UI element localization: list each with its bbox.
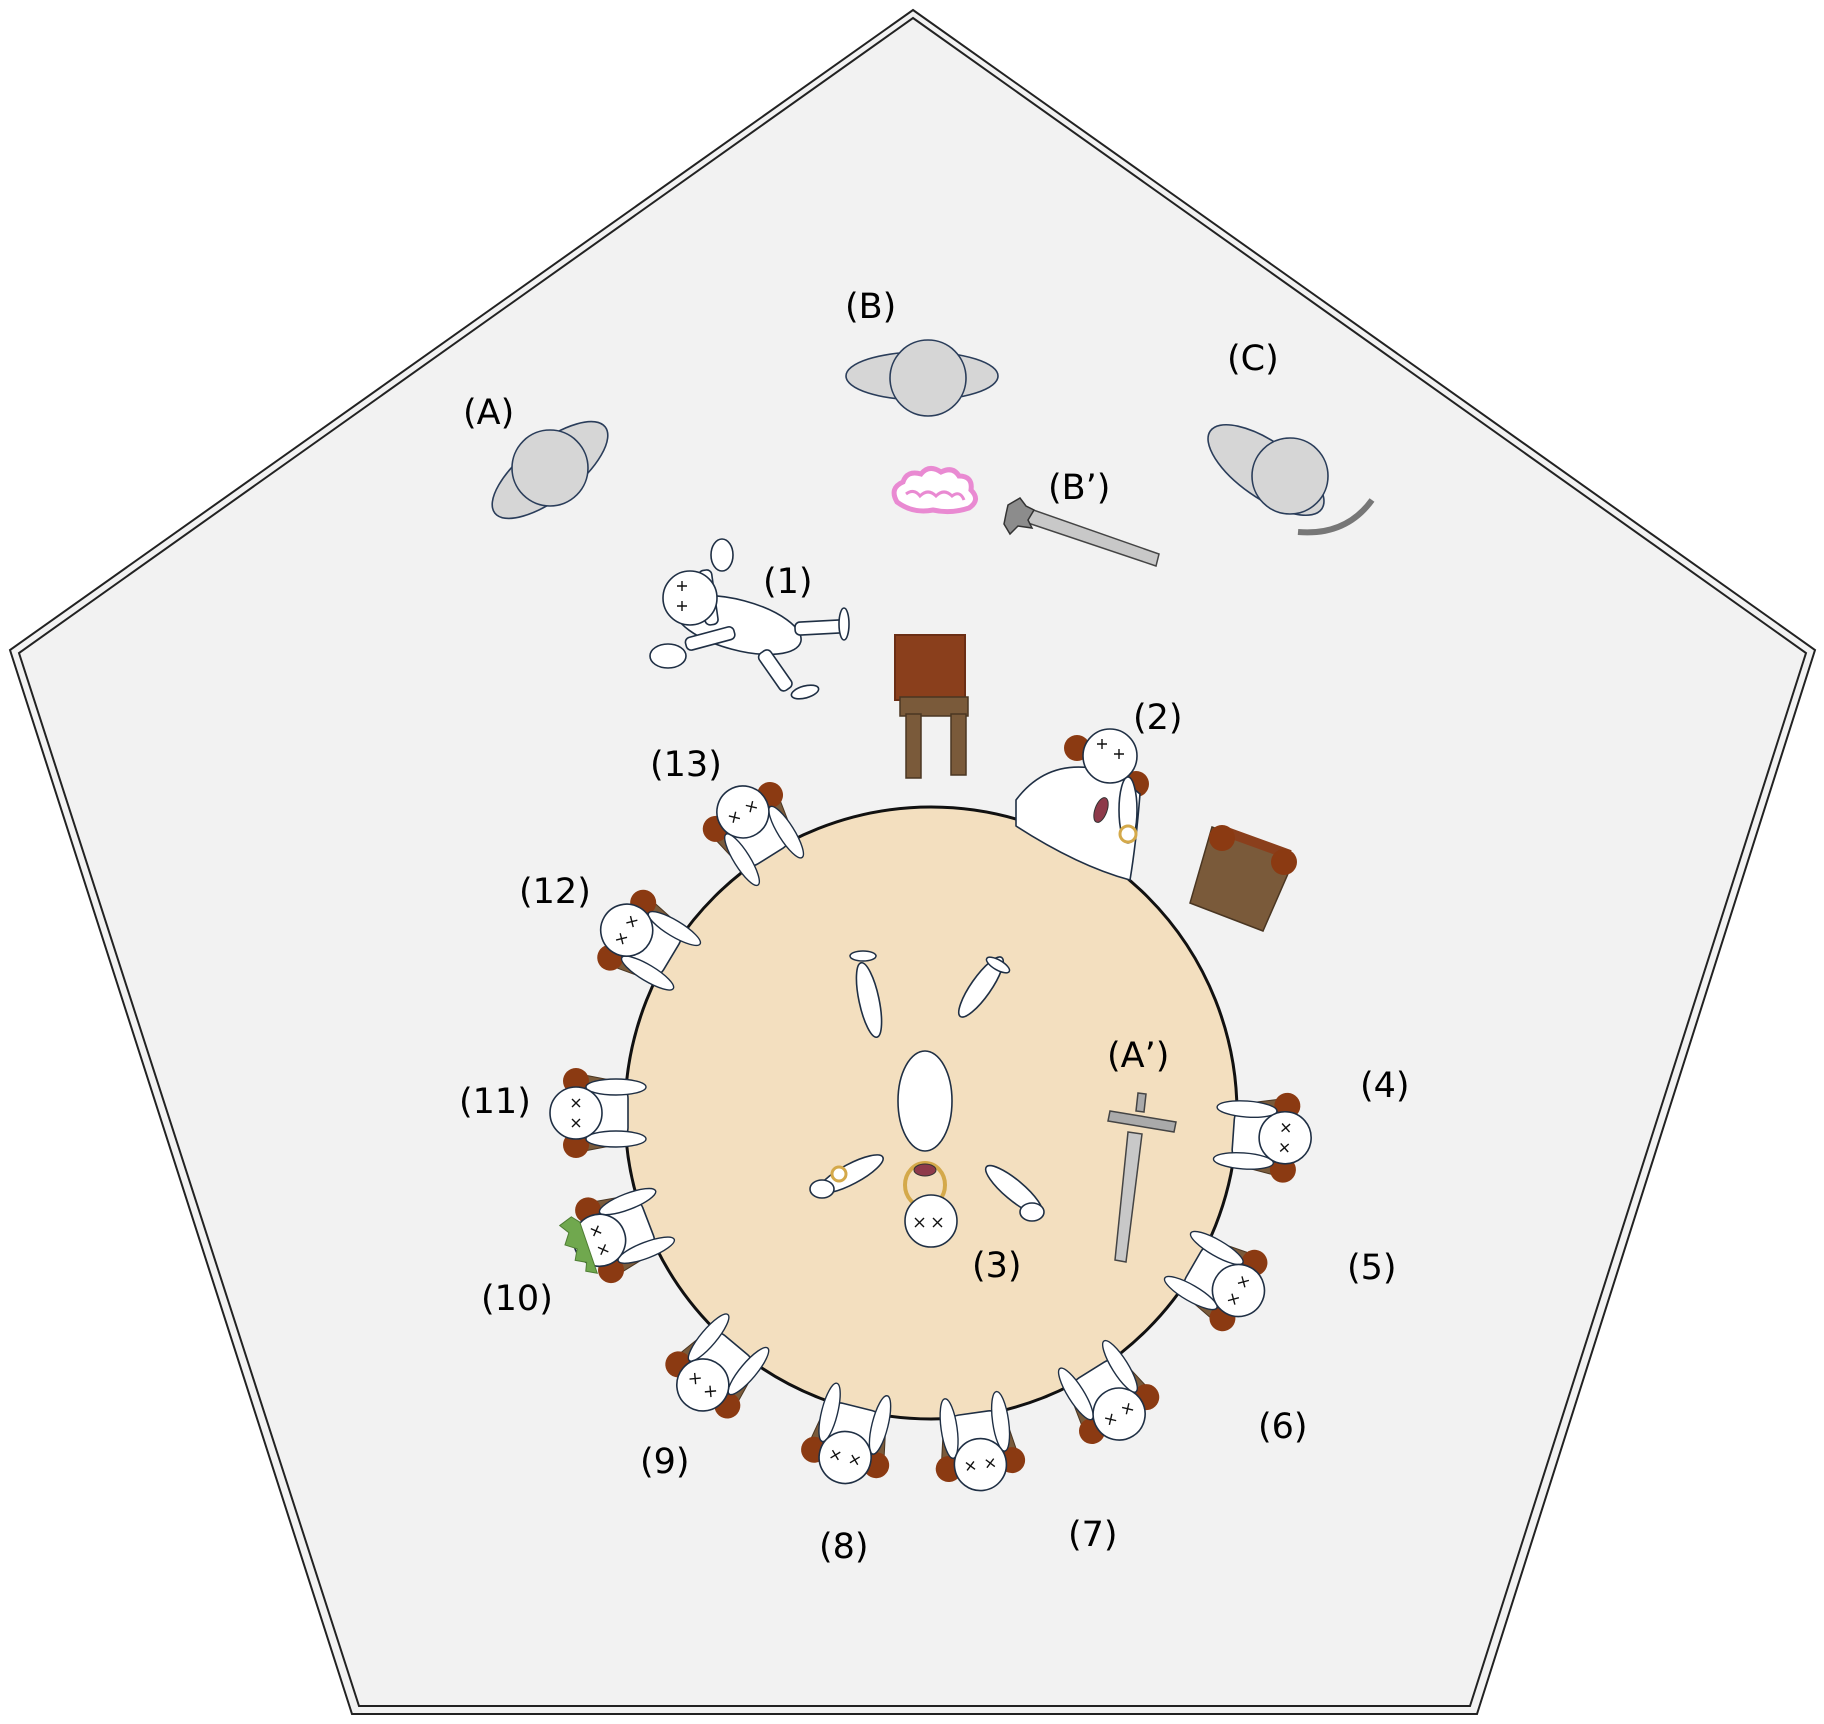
- label-9: (9): [640, 1442, 690, 1482]
- ghost-b-icon: [845, 339, 999, 417]
- chair-right-icon: [1189, 825, 1297, 932]
- seated-victims: [549, 781, 1312, 1492]
- label-1: (1): [763, 562, 813, 602]
- label-5: (5): [1347, 1248, 1397, 1288]
- label-10: (10): [481, 1279, 553, 1319]
- ghost-a-icon: [491, 420, 609, 520]
- ring-icon: [1118, 824, 1138, 844]
- label-11: (11): [459, 1082, 531, 1122]
- green-item-icon: [558, 1216, 599, 1274]
- victim-3-icon: [809, 950, 1045, 1248]
- seated-victim-10-icon: [558, 1187, 676, 1284]
- seated-victim-11-icon: [549, 1068, 647, 1158]
- labels: (A) (B) (C) (B’) (A’) (1) (2) (3) (4) (5…: [459, 287, 1410, 1567]
- label-6: (6): [1258, 1407, 1308, 1447]
- label-4: (4): [1360, 1066, 1410, 1106]
- label-12: (12): [519, 872, 591, 912]
- ghost-c-icon: [1207, 423, 1375, 536]
- label-b-prime: (B’): [1048, 468, 1110, 508]
- label-7: (7): [1068, 1515, 1118, 1555]
- seated-victim-6-icon: [1057, 1339, 1160, 1445]
- seated-victim-5-icon: [1163, 1230, 1268, 1332]
- seated-victim-7-icon: [935, 1390, 1026, 1492]
- label-b: (B): [845, 287, 896, 327]
- label-a-prime: (A’): [1107, 1036, 1169, 1076]
- victim-2-icon: [1015, 728, 1149, 882]
- label-3: (3): [972, 1246, 1022, 1286]
- mace-icon: [1003, 497, 1160, 567]
- seated-victim-8-icon: [801, 1382, 892, 1485]
- chair-top-icon: [894, 634, 969, 779]
- sword-icon: [1107, 1092, 1177, 1263]
- seated-victim-9-icon: [665, 1313, 770, 1419]
- seated-victim-13-icon: [702, 781, 805, 887]
- brain-icon: [891, 466, 978, 515]
- label-a: (A): [463, 393, 514, 433]
- scythe-blade-icon: [1297, 498, 1375, 536]
- seated-victim-12-icon: [597, 889, 702, 991]
- seated-victim-4-icon: [1212, 1092, 1312, 1183]
- label-c: (C): [1227, 339, 1279, 379]
- label-8: (8): [819, 1527, 869, 1567]
- label-13: (13): [650, 745, 722, 785]
- victim-1-icon: [649, 538, 850, 700]
- label-2: (2): [1133, 698, 1183, 738]
